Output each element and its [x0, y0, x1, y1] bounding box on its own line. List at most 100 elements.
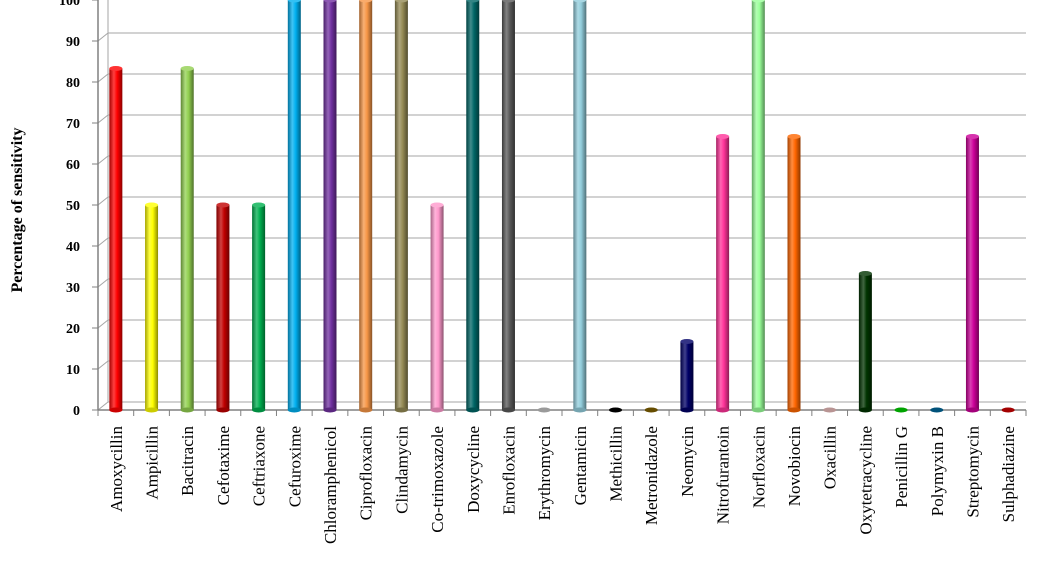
bar — [181, 66, 194, 413]
bar — [324, 0, 337, 413]
gridline — [98, 238, 1026, 246]
bar-base — [966, 408, 979, 413]
x-tick-label: Ampicillin — [143, 426, 162, 500]
x-tick-label: Metronidazole — [642, 426, 661, 525]
x-tick-label: Ceftriaxone — [250, 426, 269, 506]
bar-body — [752, 0, 765, 410]
bar-cap — [252, 203, 265, 208]
gridline — [98, 33, 1026, 41]
bar-base — [788, 408, 801, 413]
bar-body — [288, 0, 301, 410]
x-tick-label: Amoxycillin — [107, 426, 126, 512]
bar-base — [288, 408, 301, 413]
x-tick-label: Penicillin G — [892, 426, 911, 508]
bar-body — [966, 137, 979, 410]
bar-cap — [788, 134, 801, 139]
bar-body — [109, 68, 122, 410]
bar — [252, 203, 265, 413]
y-axis-title: Percentage of sensitivity — [9, 128, 26, 293]
bar-base — [930, 408, 943, 413]
bar-body — [252, 205, 265, 410]
x-tick-label: Oxacillin — [821, 426, 840, 490]
bar-base — [466, 408, 479, 413]
bar-base — [324, 408, 337, 413]
y-tick-label: 70 — [66, 117, 80, 132]
bar-body — [859, 273, 872, 410]
bar-body — [359, 0, 372, 410]
bar-body — [324, 0, 337, 410]
bar-base — [145, 408, 158, 413]
x-tick-label: Enrofloxacin — [499, 426, 518, 515]
x-tick-label: Neomycin — [678, 426, 697, 497]
x-tick-label: Clindamycin — [392, 426, 411, 514]
gridline — [98, 115, 1026, 123]
bar-cap — [680, 339, 693, 344]
bar-base — [609, 408, 622, 413]
y-tick-label: 20 — [66, 322, 80, 337]
bar-base — [645, 408, 658, 413]
bar-cap — [966, 134, 979, 139]
bar-cap — [716, 134, 729, 139]
bar-base — [109, 408, 122, 413]
x-tick-label: Chloramphenicol — [321, 426, 340, 544]
y-tick-label: 0 — [73, 404, 80, 419]
x-tick-label: Ciprofloxacin — [357, 426, 376, 521]
bar-base — [752, 408, 765, 413]
bar — [395, 0, 408, 413]
x-axis — [98, 410, 1026, 416]
gridline — [98, 402, 1026, 410]
y-tick-label: 90 — [66, 35, 80, 50]
y-tick-label: 30 — [66, 281, 80, 296]
bar — [431, 203, 444, 413]
bar — [645, 408, 658, 413]
bar-base — [1002, 408, 1015, 413]
bar-body — [181, 68, 194, 410]
bar — [109, 66, 122, 413]
bar-cap — [145, 203, 158, 208]
bar — [895, 408, 908, 413]
bar — [609, 408, 622, 413]
bar-base — [573, 408, 586, 413]
bar-body — [395, 0, 408, 410]
bar — [859, 271, 872, 413]
bar — [538, 408, 551, 413]
bar — [466, 0, 479, 413]
bar-base — [538, 408, 551, 413]
bar — [359, 0, 372, 413]
bar-cap — [109, 66, 122, 71]
bar — [216, 203, 229, 413]
bar — [1002, 408, 1015, 413]
bar — [788, 134, 801, 412]
bar-base — [359, 408, 372, 413]
gridline — [98, 361, 1026, 369]
bar-body — [716, 137, 729, 410]
x-tick-label: Gentamicin — [571, 426, 590, 506]
gridline — [98, 320, 1026, 328]
bar-base — [680, 408, 693, 413]
gridline — [98, 279, 1026, 287]
bar — [823, 408, 836, 413]
bar-base — [431, 408, 444, 413]
x-tick-label: Erythromycin — [535, 426, 554, 521]
bar — [966, 134, 979, 412]
gridlines — [98, 0, 1026, 410]
bar-cap — [181, 66, 194, 71]
bar-cap — [216, 203, 229, 208]
bar-cap — [859, 271, 872, 276]
bar-body — [573, 0, 586, 410]
x-tick-label: Cefuroxime — [285, 426, 304, 507]
bar — [752, 0, 765, 413]
gridline — [98, 156, 1026, 164]
bar-body — [680, 342, 693, 410]
x-tick-label: Novobiocin — [785, 426, 804, 507]
bar-base — [216, 408, 229, 413]
x-tick-labels: Amoxycillin Ampicillin Bacitracin Cefotaxim… — [107, 426, 1018, 545]
bar-base — [502, 408, 515, 413]
bar — [288, 0, 301, 413]
bar-body — [466, 0, 479, 410]
y-tick-label: 60 — [66, 158, 80, 173]
bar — [145, 203, 158, 413]
x-tick-label: Methicillin — [607, 426, 626, 502]
bar-body — [145, 205, 158, 410]
